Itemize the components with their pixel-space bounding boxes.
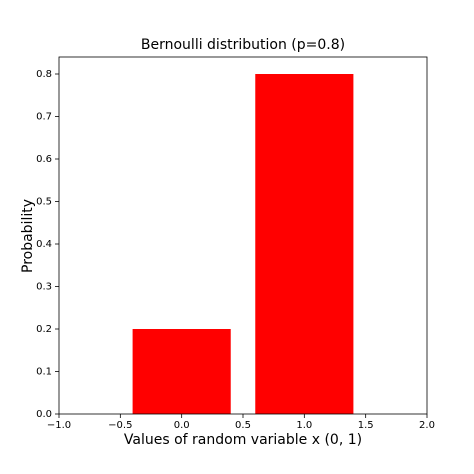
x-tick-label: 2.0: [419, 420, 435, 431]
x-tick-label: −0.5: [108, 420, 132, 431]
y-tick-label: 0.7: [36, 112, 52, 123]
y-tick-label: 0.3: [36, 282, 52, 293]
y-tick-label: 0.0: [36, 409, 52, 420]
x-tick-label: 1.0: [296, 420, 312, 431]
y-tick-label: 0.1: [36, 367, 52, 378]
x-tick-label: −1.0: [47, 420, 71, 431]
x-tick-label: 0.0: [174, 420, 190, 431]
x-axis-label: Values of random variable x (0, 1): [124, 432, 362, 448]
x-tick-label: 0.5: [235, 420, 251, 431]
y-tick-label: 0.2: [36, 324, 52, 335]
bar: [132, 329, 231, 414]
y-tick-label: 0.4: [36, 239, 52, 250]
chart-title: Bernoulli distribution (p=0.8): [141, 37, 345, 53]
y-axis-label: Probability: [20, 199, 36, 273]
plot-frame: [58, 56, 428, 415]
x-tick-label: 1.5: [358, 420, 374, 431]
bar: [255, 74, 354, 414]
y-tick-label: 0.8: [36, 69, 52, 80]
y-tick-label: 0.6: [36, 154, 52, 165]
y-tick-label: 0.5: [36, 197, 52, 208]
